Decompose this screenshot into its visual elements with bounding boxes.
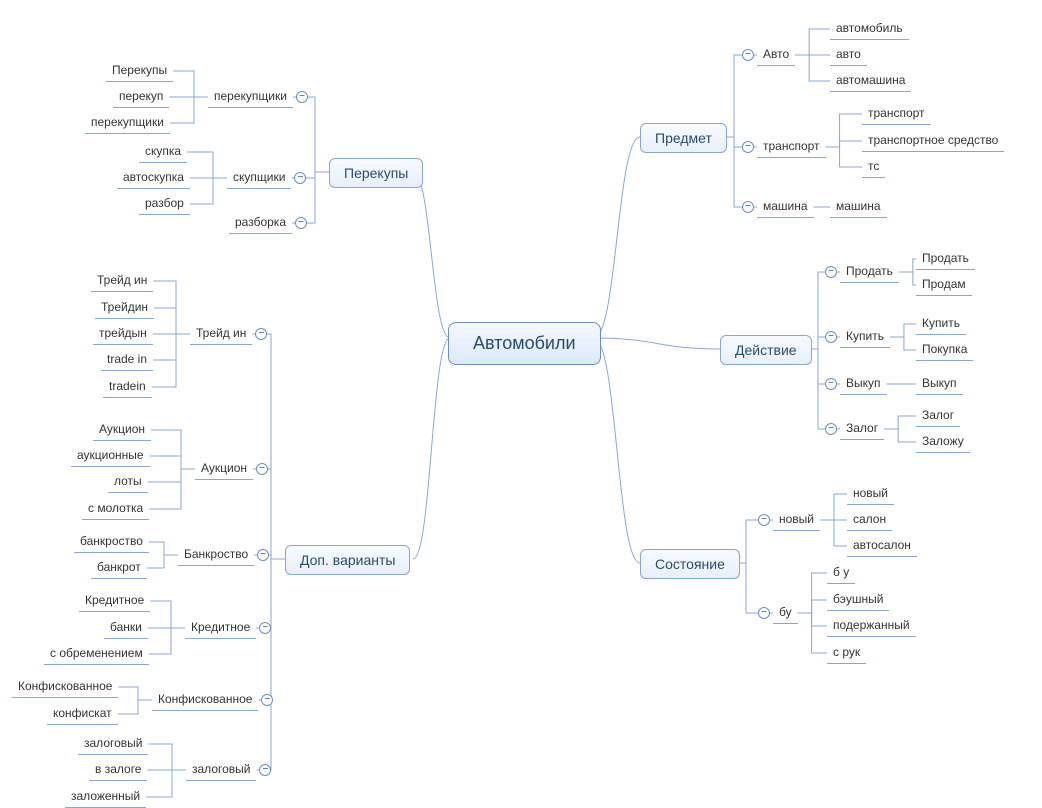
leaf-node-au1: Аукцион: [93, 420, 151, 441]
mindmap-canvas: Автомобили Перекупы Доп. варианты Предмет Де…: [0, 0, 1042, 808]
collapse-toggle-icon[interactable]: −: [295, 217, 307, 229]
leaf-node-bu3: подержанный: [827, 616, 916, 637]
leaf-node-kf1: Конфискованное: [12, 677, 118, 698]
collapse-toggle-icon[interactable]: −: [825, 423, 837, 435]
root-node-root[interactable]: Автомобили: [448, 322, 601, 365]
leaf-node-pp1: Перекупы: [106, 61, 173, 82]
leaf-node-ku2: Покупка: [916, 340, 973, 361]
leaf-node-ps1: скупка: [139, 142, 187, 163]
leaf-node-av1: автомобиль: [830, 19, 909, 40]
leaf-node-pp3: перекупщики: [85, 113, 170, 134]
leaf-node-bu1: б у: [827, 563, 855, 584]
leaf-node-kr2: банки: [104, 618, 148, 639]
branch-node-perekupy[interactable]: Перекупы: [329, 158, 423, 188]
leaf-node-nw3: автосалон: [847, 536, 917, 557]
leaf-node-ps3: разбор: [139, 194, 190, 215]
collapse-toggle-icon[interactable]: −: [742, 141, 754, 153]
leaf-node-de-prod: Продать: [840, 262, 899, 283]
leaf-node-au3: лоты: [108, 472, 148, 493]
branch-node-deistvie[interactable]: Действие: [720, 335, 812, 365]
leaf-node-dv-bankr: Банкроство: [178, 545, 254, 566]
leaf-node-tr1: транспорт: [862, 104, 931, 125]
leaf-node-p-perekup: перекупщики: [208, 87, 293, 108]
leaf-node-so-new: новый: [773, 510, 820, 531]
leaf-node-zl1: залоговый: [78, 734, 148, 755]
collapse-toggle-icon[interactable]: −: [758, 514, 770, 526]
leaf-node-av2: авто: [830, 45, 867, 66]
leaf-node-dv-konf: Конфискованное: [152, 690, 258, 711]
leaf-node-dv-aukcion: Аукцион: [195, 459, 253, 480]
leaf-node-ti3: трейдын: [93, 324, 153, 345]
leaf-node-dv-kredit: Кредитное: [185, 618, 256, 639]
leaf-node-av3: автомашина: [830, 71, 911, 92]
leaf-node-pr-mash: машина: [757, 197, 814, 218]
leaf-node-za1: Залог: [916, 406, 960, 427]
collapse-toggle-icon[interactable]: −: [825, 378, 837, 390]
collapse-toggle-icon[interactable]: −: [296, 91, 308, 103]
leaf-node-zl2: в залоге: [89, 760, 147, 781]
leaf-node-nw1: новый: [847, 484, 894, 505]
leaf-node-ti2: Трейдин: [95, 298, 154, 319]
leaf-node-de-zal: Залог: [840, 419, 884, 440]
leaf-node-kr1: Кредитное: [79, 591, 150, 612]
leaf-node-p-skup: скупщики: [227, 168, 291, 189]
collapse-toggle-icon[interactable]: −: [825, 266, 837, 278]
leaf-node-vy1: Выкуп: [916, 374, 963, 395]
leaf-node-bu4: с рук: [827, 643, 866, 664]
collapse-toggle-icon[interactable]: −: [742, 201, 754, 213]
leaf-node-bk2: банкрот: [91, 558, 147, 579]
collapse-toggle-icon[interactable]: −: [825, 331, 837, 343]
leaf-node-bk1: банкроство: [74, 532, 149, 553]
branch-node-dopvar[interactable]: Доп. варианты: [285, 545, 410, 575]
leaf-node-pr-trans: транспорт: [757, 137, 826, 158]
leaf-node-zl3: заложенный: [65, 787, 146, 808]
leaf-node-ma1: машина: [830, 197, 887, 218]
leaf-node-au2: аукционные: [71, 446, 150, 467]
collapse-toggle-icon[interactable]: −: [758, 607, 770, 619]
leaf-node-kr3: с обременением: [44, 644, 149, 665]
leaf-node-de-vyk: Выкуп: [840, 374, 887, 395]
collapse-toggle-icon[interactable]: −: [259, 764, 271, 776]
leaf-node-tr2: транспортное средство: [862, 131, 1004, 152]
leaf-node-pr2: Продам: [916, 275, 972, 296]
leaf-node-kf2: конфискат: [47, 704, 118, 725]
leaf-node-dv-tradein: Трейд ин: [190, 324, 252, 345]
leaf-node-de-kup: Купить: [840, 327, 890, 348]
leaf-node-pr-avto: Авто: [757, 45, 795, 66]
leaf-node-bu2: бэушный: [827, 590, 889, 611]
leaf-node-tr3: тс: [862, 157, 885, 178]
collapse-toggle-icon[interactable]: −: [742, 49, 754, 61]
leaf-node-ti5: tradein: [103, 377, 152, 398]
leaf-node-au4: с молотка: [82, 499, 149, 520]
collapse-toggle-icon[interactable]: −: [255, 328, 267, 340]
leaf-node-ps2: автоскупка: [117, 168, 190, 189]
collapse-toggle-icon[interactable]: −: [261, 694, 273, 706]
leaf-node-za2: Заложу: [916, 432, 970, 453]
leaf-node-ti1: Трейд ин: [91, 271, 153, 292]
leaf-node-ti4: trade in: [101, 350, 153, 371]
leaf-node-nw2: салон: [847, 510, 892, 531]
leaf-node-pr1: Продать: [916, 249, 975, 270]
leaf-node-pp2: перекуп: [113, 87, 169, 108]
collapse-toggle-icon[interactable]: −: [294, 172, 306, 184]
leaf-node-so-bu: бу: [773, 603, 798, 624]
leaf-node-p-razb: разборка: [229, 213, 292, 234]
collapse-toggle-icon[interactable]: −: [256, 463, 268, 475]
branch-node-sostoyanie[interactable]: Состояние: [640, 549, 740, 579]
leaf-node-ku1: Купить: [916, 314, 966, 335]
collapse-toggle-icon[interactable]: −: [259, 622, 271, 634]
branch-node-predmet[interactable]: Предмет: [640, 123, 727, 153]
collapse-toggle-icon[interactable]: −: [257, 549, 269, 561]
leaf-node-dv-zalog: залоговый: [186, 760, 256, 781]
